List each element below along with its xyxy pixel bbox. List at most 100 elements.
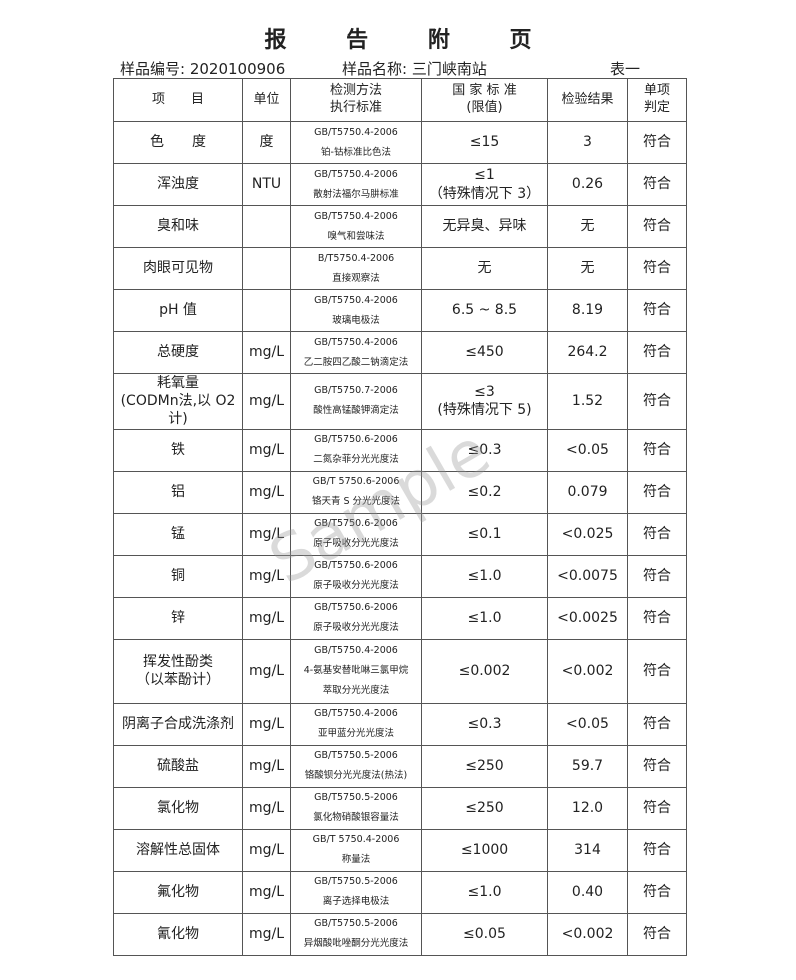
item-cell: 铁 — [113, 428, 243, 472]
unit-cell — [242, 205, 291, 248]
method-name: 散射法福尔马肼标准 — [313, 188, 399, 200]
unit-cell — [242, 247, 291, 290]
limit-cell: ≤1.0 — [421, 870, 548, 914]
limit-cell: ≤15 — [421, 121, 548, 164]
method-standard: GB/T5750.6-2006 — [314, 560, 398, 572]
limit-cell: ≤450 — [421, 331, 548, 374]
judge-cell: 符合 — [627, 828, 687, 872]
result-cell: 无 — [547, 247, 628, 290]
item-cell: 挥发性酚类 （以苯酚计） — [113, 638, 243, 704]
limit-cell: 6.5 ~ 8.5 — [421, 289, 548, 332]
method-cell: GB/T5750.5-2006 离子选择电极法 — [290, 870, 422, 914]
method-cell: GB/T 5750.6-2006 铬天青 S 分光光度法 — [290, 470, 422, 514]
table-row: 总硬度 mg/L GB/T5750.4-2006 乙二胺四乙酸二钠滴定法 ≤450 264… — [113, 331, 687, 374]
method-standard: GB/T5750.6-2006 — [314, 518, 398, 530]
unit-cell: mg/L — [242, 912, 291, 956]
result-cell: <0.002 — [547, 638, 628, 704]
header-method: 检测方法 执行标准 — [290, 78, 422, 122]
item-cell: 溶解性总固体 — [113, 828, 243, 872]
judge-cell: 符合 — [627, 554, 687, 598]
method-name: 原子吸收分光光度法 — [313, 580, 399, 592]
unit-cell: NTU — [242, 163, 291, 206]
method-name: 异烟酸吡唑酮分光光度法 — [303, 938, 409, 950]
result-cell: 1.52 — [547, 373, 628, 430]
limit-cell: ≤250 — [421, 744, 548, 788]
method-standard: GB/T5750.4-2006 — [314, 708, 398, 720]
judge-cell: 符合 — [627, 638, 687, 704]
unit-cell: mg/L — [242, 428, 291, 472]
limit-cell: ≤1.0 — [421, 554, 548, 598]
method-standard: GB/T5750.4-2006 — [314, 168, 398, 180]
table-row: 浑浊度 NTU GB/T5750.4-2006 散射法福尔马肼标准 ≤1 （特殊情况下 … — [113, 163, 687, 206]
method-name: 原子吸收分光光度法 — [313, 622, 399, 634]
method-standard: GB/T5750.5-2006 — [314, 792, 398, 804]
judge-cell: 符合 — [627, 470, 687, 514]
method-name: 氯化物硝酸银容量法 — [313, 812, 399, 824]
item-cell: 氯化物 — [113, 786, 243, 830]
judge-cell: 符合 — [627, 870, 687, 914]
judge-cell: 符合 — [627, 596, 687, 640]
judge-cell: 符合 — [627, 702, 687, 746]
item-cell: 阴离子合成洗涤剂 — [113, 702, 243, 746]
limit-cell: ≤0.05 — [421, 912, 548, 956]
item-cell: 总硬度 — [113, 331, 243, 374]
result-cell: 无 — [547, 205, 628, 248]
result-cell: <0.002 — [547, 912, 628, 956]
table-row: pH 值 GB/T5750.4-2006 玻璃电极法 6.5 ~ 8.5 8.19 符合 — [113, 289, 687, 332]
table-id: 表一 — [610, 60, 641, 78]
method-cell: GB/T5750.4-2006 4-氨基安替吡啉三氯甲烷 萃取分光光度法 — [290, 638, 422, 704]
limit-cell: ≤1000 — [421, 828, 548, 872]
unit-cell: mg/L — [242, 331, 291, 374]
result-cell: 8.19 — [547, 289, 628, 332]
header-row: 项 目 单位 检测方法 执行标准 国 家 标 准 (限值) 检验结果 单项 判定 — [113, 78, 687, 122]
result-cell: 314 — [547, 828, 628, 872]
result-cell: 0.40 — [547, 870, 628, 914]
table-row: 臭和味 GB/T5750.4-2006 嗅气和尝味法 无异臭、异味无符合 — [113, 205, 687, 248]
method-standard: GB/T5750.4-2006 — [314, 126, 398, 138]
table-row: 铝 mg/L GB/T 5750.6-2006 铬天青 S 分光光度法 ≤0.2 0.07… — [113, 470, 687, 514]
unit-cell: mg/L — [242, 470, 291, 514]
unit-cell: 度 — [242, 121, 291, 164]
item-cell: 肉眼可见物 — [113, 247, 243, 290]
table-row: 硫酸盐 mg/L GB/T5750.5-2006 铬酸钡分光光度法(热法) ≤250 59… — [113, 744, 687, 788]
judge-cell: 符合 — [627, 428, 687, 472]
unit-cell: mg/L — [242, 373, 291, 430]
method-standard: GB/T5750.5-2006 — [314, 876, 398, 888]
method-standard: GB/T5750.5-2006 — [314, 750, 398, 762]
item-cell: 臭和味 — [113, 205, 243, 248]
sample-name: 样品名称: 三门峡南站 — [342, 60, 487, 78]
table-row: 溶解性总固体 mg/L GB/T 5750.4-2006 称量法 ≤1000 314 符合 — [113, 828, 687, 872]
unit-cell — [242, 289, 291, 332]
item-cell: pH 值 — [113, 289, 243, 332]
method-standard: GB/T5750.4-2006 — [314, 210, 398, 222]
result-cell: <0.0075 — [547, 554, 628, 598]
judge-cell: 符合 — [627, 289, 687, 332]
limit-cell: ≤0.3 — [421, 428, 548, 472]
method-standard: GB/T 5750.6-2006 — [312, 476, 400, 488]
judge-cell: 符合 — [627, 121, 687, 164]
item-cell: 锰 — [113, 512, 243, 556]
judge-cell: 符合 — [627, 247, 687, 290]
method-cell: GB/T5750.7-2006 酸性高锰酸钾滴定法 — [290, 373, 422, 430]
method-cell: GB/T5750.4-2006 铂-钴标准比色法 — [290, 121, 422, 164]
judge-cell: 符合 — [627, 373, 687, 430]
method-cell: GB/T5750.4-2006 散射法福尔马肼标准 — [290, 163, 422, 206]
header-unit: 单位 — [242, 78, 291, 122]
method-cell: GB/T5750.6-2006 原子吸收分光光度法 — [290, 596, 422, 640]
result-cell: 12.0 — [547, 786, 628, 830]
limit-cell: ≤3 (特殊情况下 5) — [421, 373, 548, 430]
table-row: 氯化物 mg/L GB/T5750.5-2006 氯化物硝酸银容量法 ≤250 12.0 符… — [113, 786, 687, 830]
method-name: 直接观察法 — [332, 272, 380, 284]
method-cell: GB/T5750.4-2006 嗅气和尝味法 — [290, 205, 422, 248]
result-cell: 3 — [547, 121, 628, 164]
method-name: 铂-钴标准比色法 — [321, 146, 391, 158]
method-cell: B/T5750.4-2006 直接观察法 — [290, 247, 422, 290]
header-judge: 单项 判定 — [627, 78, 687, 122]
item-cell: 浑浊度 — [113, 163, 243, 206]
method-cell: GB/T 5750.4-2006 称量法 — [290, 828, 422, 872]
method-name: 4-氨基安替吡啉三氯甲烷 萃取分光光度法 — [303, 665, 409, 697]
result-cell: 0.26 — [547, 163, 628, 206]
method-standard: GB/T5750.7-2006 — [314, 385, 398, 397]
method-name: 铬天青 S 分光光度法 — [311, 496, 401, 508]
item-cell: 铜 — [113, 554, 243, 598]
